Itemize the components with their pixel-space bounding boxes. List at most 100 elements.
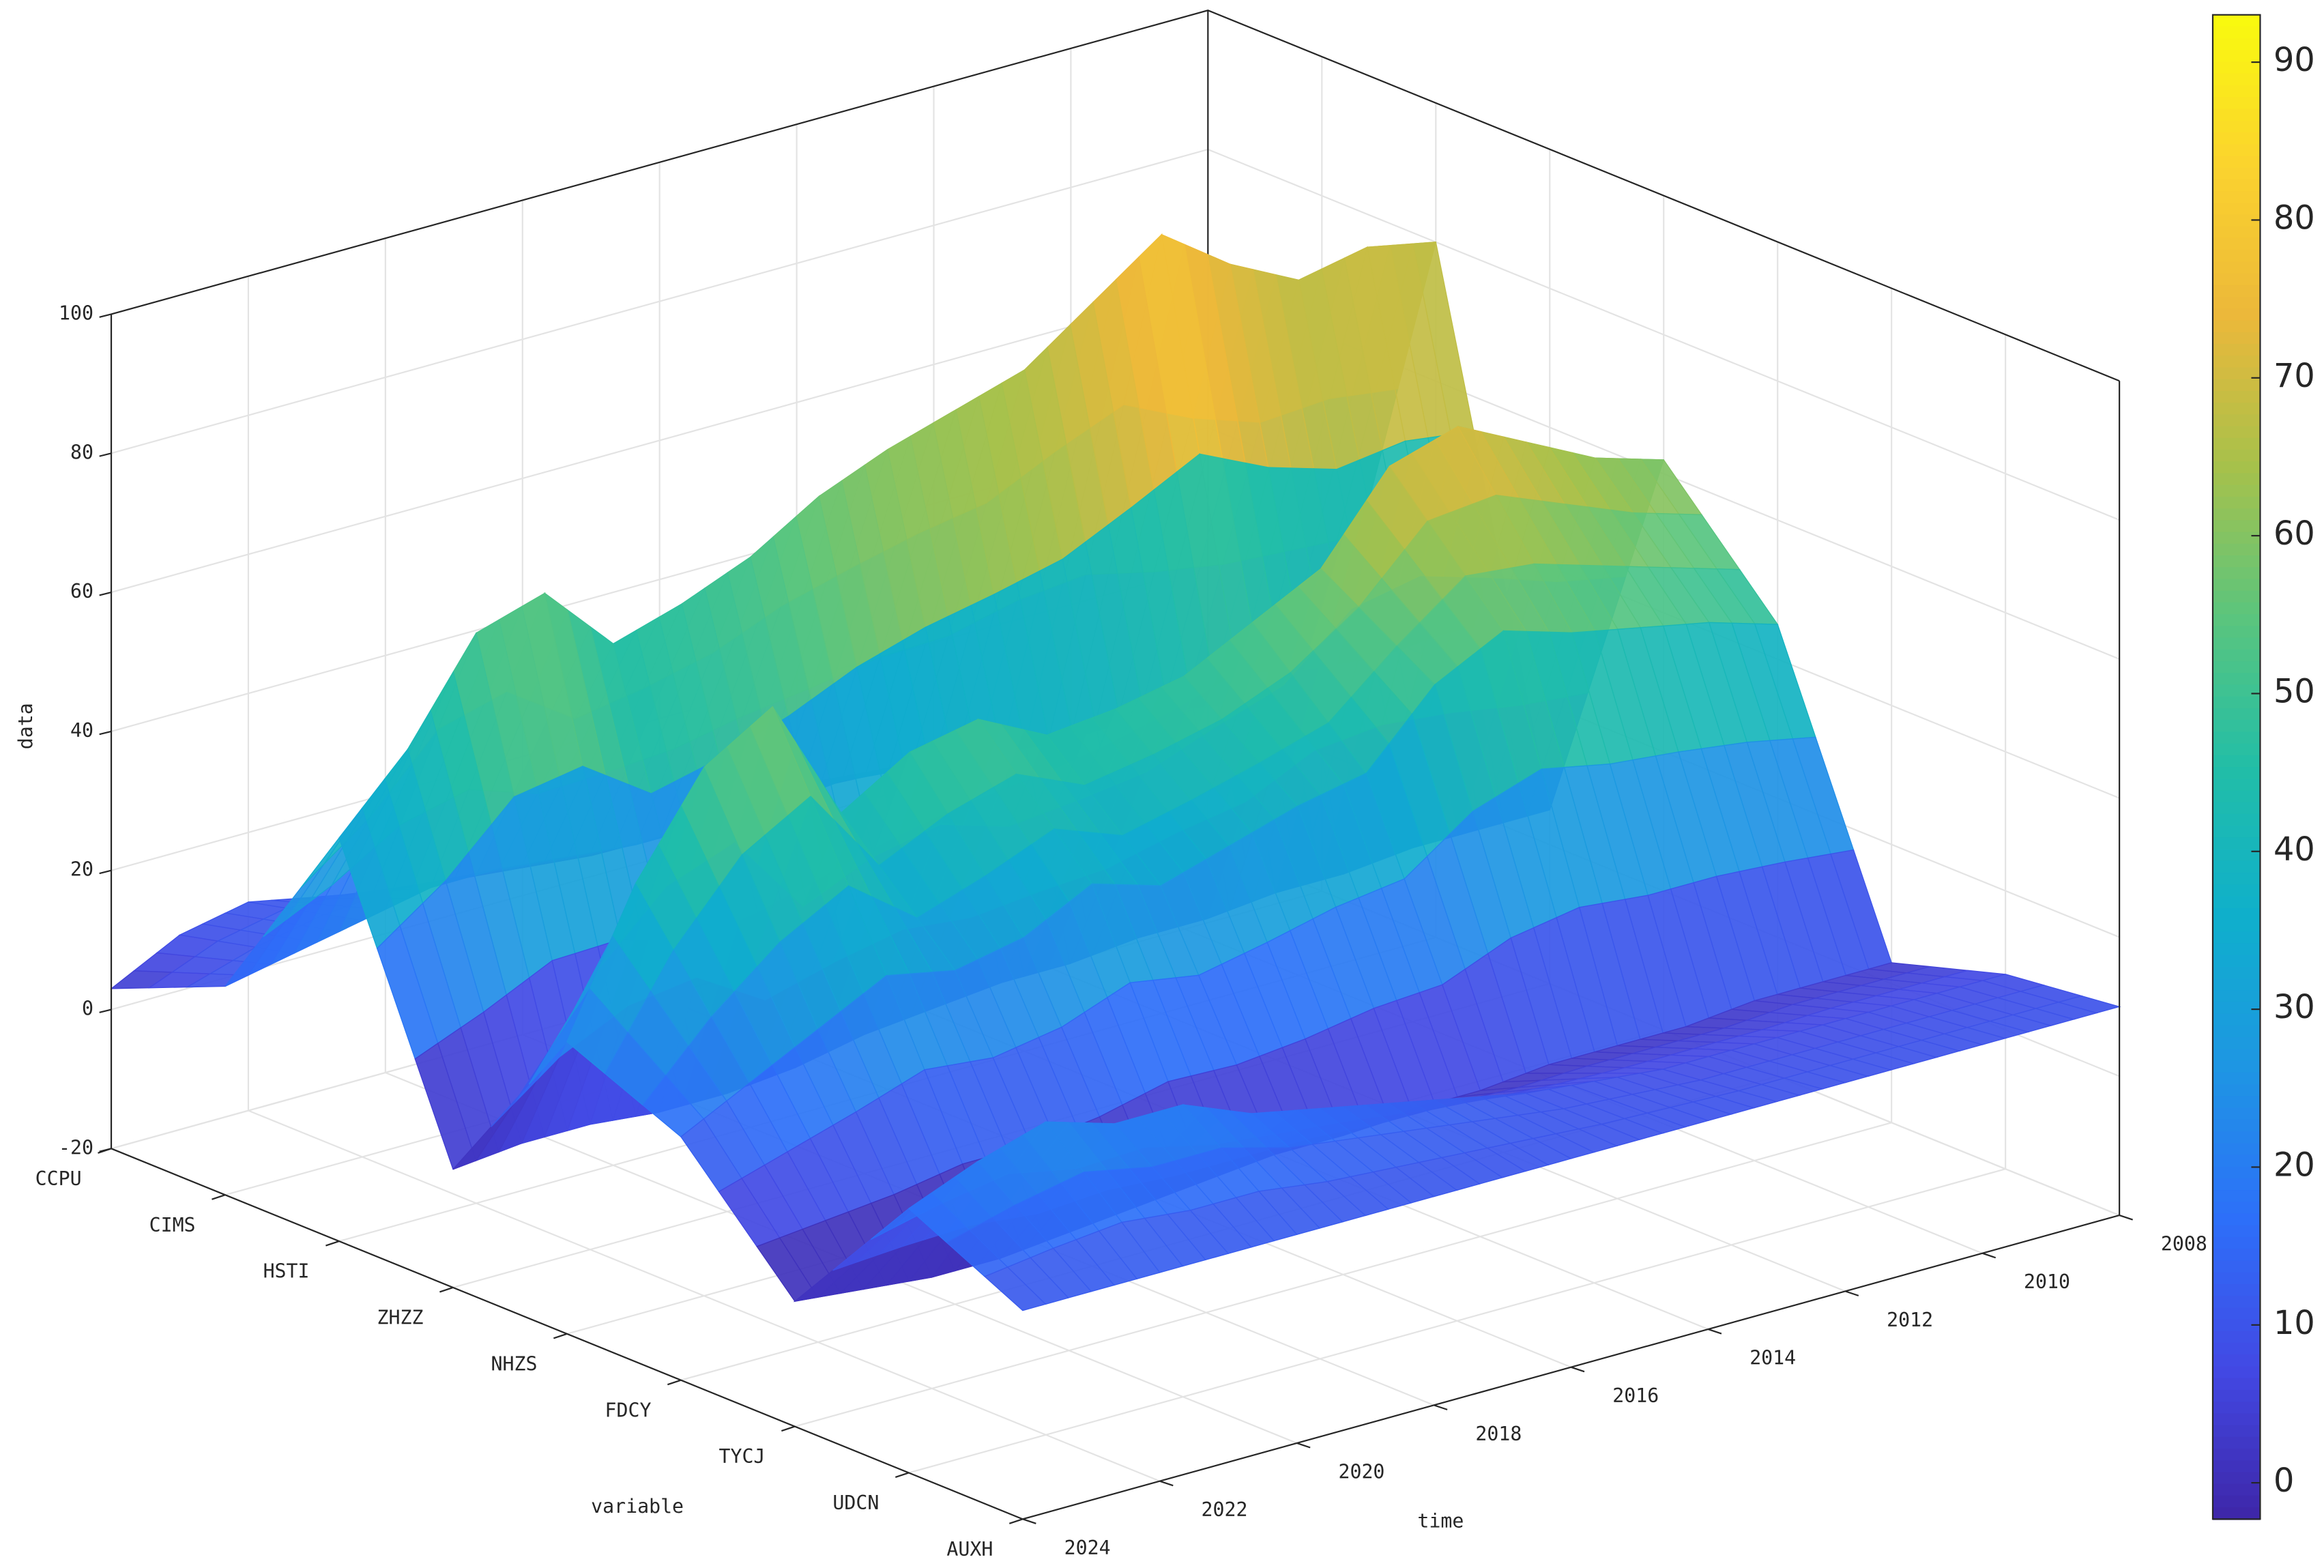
time-tick: [1571, 1366, 1585, 1373]
colorbar-segment: [2212, 1119, 2261, 1133]
colorbar-segment: [2212, 237, 2261, 251]
colorbar-segment: [2212, 156, 2261, 169]
colorbar-segment: [2212, 1283, 2261, 1297]
colorbar-segment: [2212, 532, 2261, 545]
colorbar-segment: [2212, 1413, 2261, 1426]
grid-line: [908, 334, 2007, 1474]
colorbar-segment: [2212, 332, 2261, 345]
colorbar-segment: [2212, 579, 2261, 592]
colorbar-segment: [2212, 1025, 2261, 1039]
colorbar-segment: [2212, 297, 2261, 310]
colorbar-segment: [2212, 273, 2261, 287]
colorbar-tick-label: 80: [2274, 199, 2315, 237]
colorbar-segment: [2212, 179, 2261, 192]
colorbar-segment: [2212, 637, 2261, 651]
colorbar-segment: [2212, 1483, 2261, 1497]
axes-front: -20 0 20 40 60 80 100 CCPU CIMS HSTI ZHZZ NHZS FDCY T…: [35, 302, 2207, 1560]
z-tick-label: 100: [59, 302, 93, 324]
colorbar-segment: [2212, 414, 2261, 427]
colorbar-segment: [2212, 837, 2261, 850]
colorbar-segment: [2212, 755, 2261, 768]
z-tick-label: 0: [82, 998, 93, 1020]
colorbar-segment: [2212, 849, 2261, 862]
colorbar-segment: [2212, 590, 2261, 604]
colorbar-segment: [2212, 1272, 2261, 1286]
colorbar-segment: [2212, 1342, 2261, 1356]
variable-tick-label: UDCN: [832, 1492, 879, 1514]
colorbar-segment: [2212, 144, 2261, 157]
colorbar-tick-label: 90: [2274, 42, 2315, 79]
z-tick-label: 80: [70, 441, 93, 463]
colorbar-segment: [2212, 1084, 2261, 1097]
colorbar-segment: [2212, 708, 2261, 721]
colorbar-segment: [2212, 1296, 2261, 1309]
colorbar-segment: [2212, 214, 2261, 228]
time-tick: [1434, 1404, 1448, 1410]
colorbar-segment: [2212, 367, 2261, 380]
colorbar-tick-label: 50: [2274, 673, 2315, 710]
variable-tick: [553, 1333, 568, 1339]
grid-line: [794, 288, 1893, 1427]
colorbar-segment: [2212, 473, 2261, 486]
colorbar-tick-label: 30: [2274, 989, 2315, 1026]
colorbar-segment: [2212, 1037, 2261, 1050]
colorbar-segment: [2212, 1155, 2261, 1167]
variable-axis-label: variable: [591, 1495, 684, 1518]
time-tick-label: 2016: [1612, 1384, 1659, 1407]
colorbar-segment: [2212, 167, 2261, 181]
variable-tick: [98, 1148, 112, 1154]
z-tick-label: -20: [59, 1136, 93, 1159]
colorbar-segment: [2212, 661, 2261, 674]
colorbar-segment: [2212, 743, 2261, 757]
time-tick: [1708, 1329, 1722, 1335]
colorbar-tick-label: 40: [2274, 831, 2315, 869]
colorbar-segment: [2212, 508, 2261, 521]
colorbar-segment: [2212, 26, 2261, 40]
z-tick: [99, 313, 112, 318]
colorbar-segment: [2212, 38, 2261, 51]
time-tick-label: 2014: [1749, 1346, 1796, 1369]
colorbar-segment: [2212, 955, 2261, 968]
time-tick-label: 2008: [2161, 1232, 2207, 1255]
colorbar-tick-label: 70: [2274, 358, 2315, 395]
variable-tick-label: HSTI: [263, 1260, 310, 1283]
variable-tick-label: CCPU: [35, 1167, 82, 1190]
z-axis-label: data: [14, 703, 37, 749]
colorbar-segment: [2212, 1236, 2261, 1250]
variable-tick-label: AUXH: [946, 1538, 993, 1560]
colorbar-segment: [2212, 555, 2261, 568]
colorbar-segment: [2212, 1319, 2261, 1333]
colorbar-tick-label: 10: [2274, 1305, 2315, 1342]
colorbar-segment: [2212, 908, 2261, 921]
colorbar-segment: [2212, 1354, 2261, 1367]
colorbar-segment: [2212, 1436, 2261, 1450]
colorbar-segment: [2212, 1143, 2261, 1156]
variable-tick-label: ZHZZ: [377, 1307, 424, 1329]
variable-tick: [212, 1194, 226, 1200]
colorbar-segment: [2212, 813, 2261, 827]
time-tick: [1296, 1442, 1311, 1449]
colorbar-segment: [2212, 1366, 2261, 1379]
colorbar-segment: [2212, 250, 2261, 263]
colorbar-segment: [2212, 390, 2261, 404]
colorbar-segment: [2212, 943, 2261, 956]
colorbar-segment: [2212, 1472, 2261, 1485]
z-tick: [99, 1008, 112, 1013]
colorbar-segment: [2212, 50, 2261, 63]
time-tick-label: 2022: [1202, 1498, 1248, 1521]
colorbar-segment: [2212, 379, 2261, 392]
time-tick-label: 2012: [1887, 1309, 1933, 1331]
variable-tick-label: TYCJ: [718, 1445, 765, 1468]
colorbar-segment: [2212, 896, 2261, 910]
colorbar-segment: [2212, 684, 2261, 697]
time-tick: [1022, 1518, 1036, 1524]
time-tick-label: 2018: [1475, 1423, 1522, 1445]
z-tick: [99, 452, 112, 457]
surface: [110, 233, 2121, 1311]
z-tick: [99, 869, 112, 875]
colorbar-segment: [2212, 1002, 2261, 1015]
z-tick: [99, 730, 112, 736]
time-tick: [2119, 1215, 2134, 1221]
